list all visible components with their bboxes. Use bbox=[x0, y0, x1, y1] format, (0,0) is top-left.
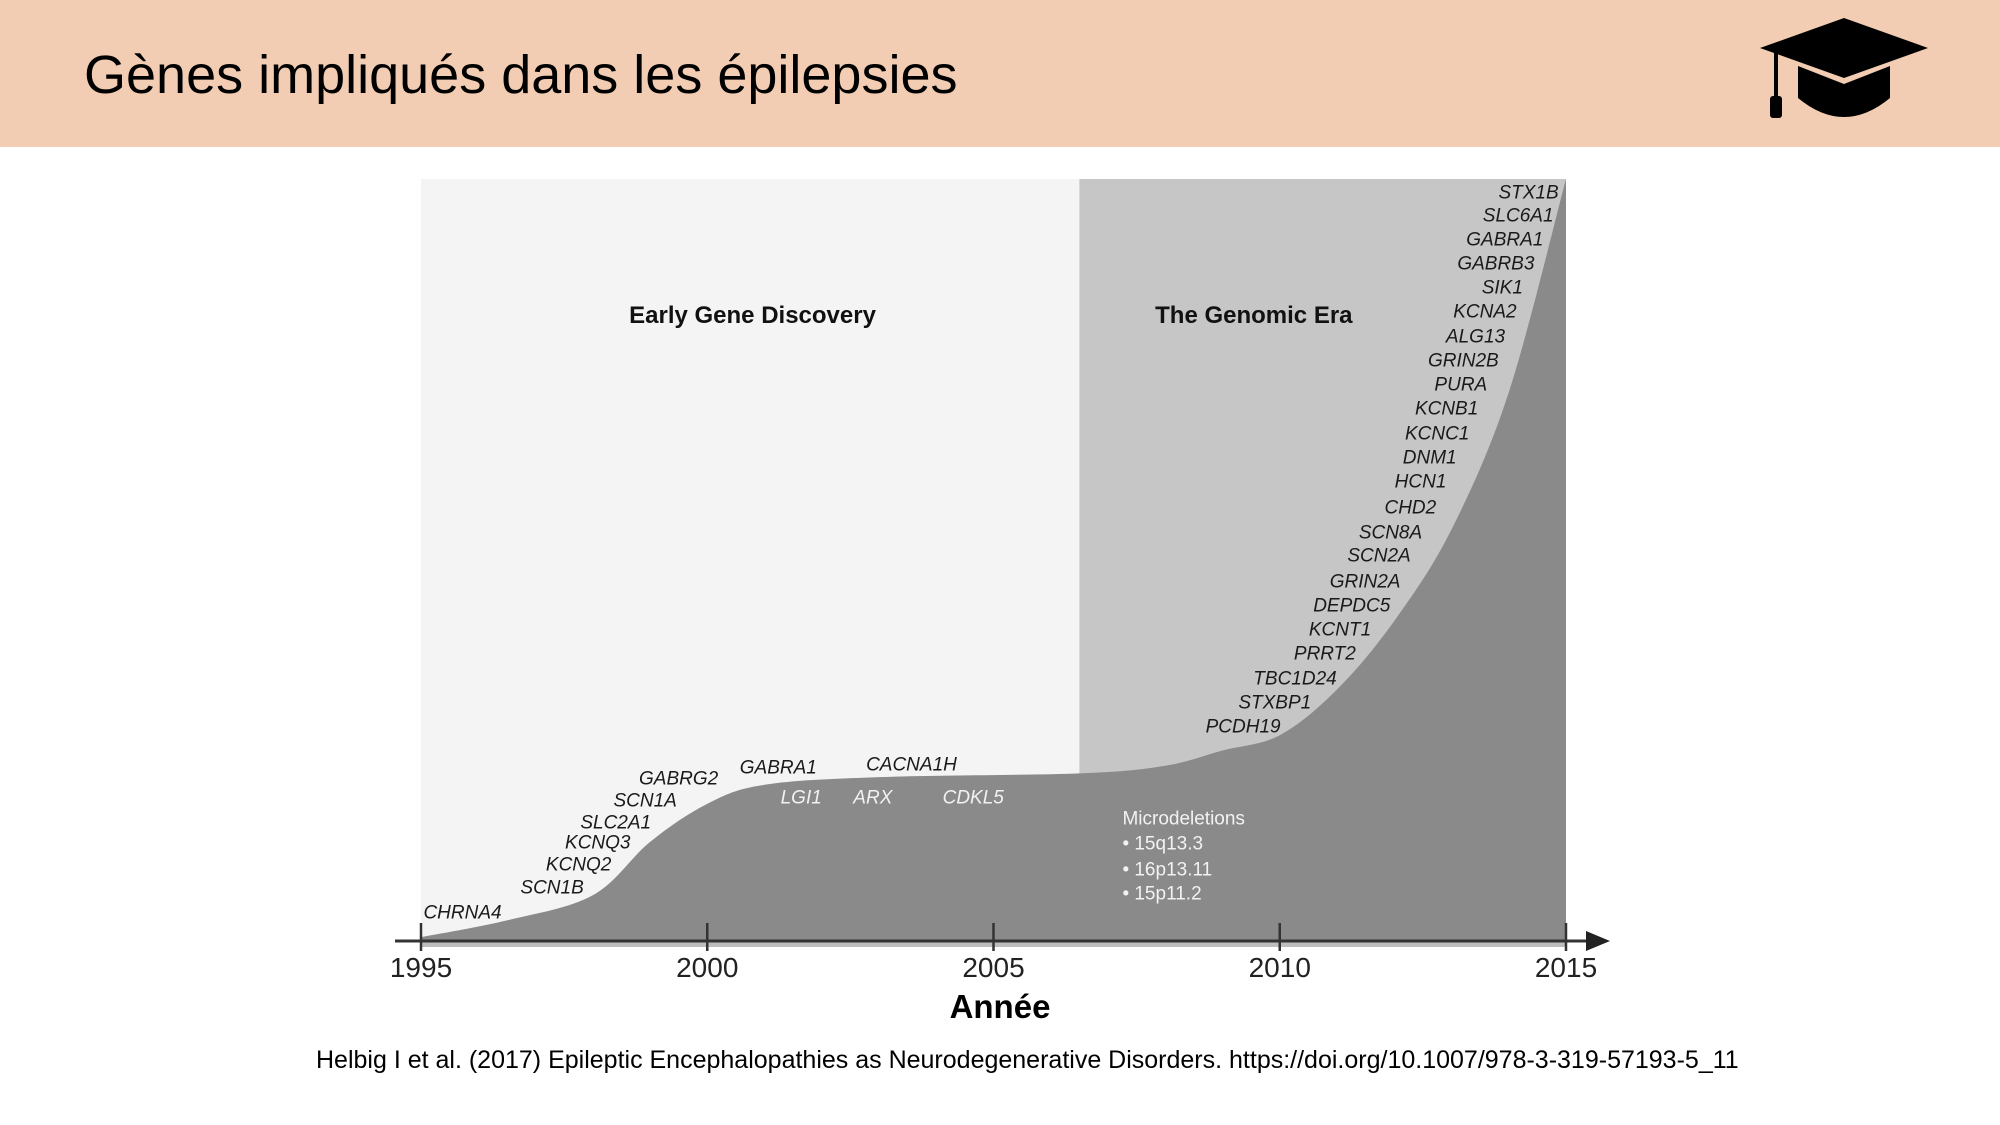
gene-label: CACNA1H bbox=[866, 754, 957, 776]
gene-label: SCN8A bbox=[1358, 522, 1423, 544]
gene-label: KCNQ2 bbox=[545, 854, 612, 876]
gene-label: CHRNA4 bbox=[423, 902, 502, 924]
gene-label: PURA bbox=[1434, 374, 1488, 396]
gene-label: GRIN2B bbox=[1427, 350, 1499, 372]
x-tick-label: 2005 bbox=[962, 952, 1025, 983]
gene-label: KCNQ3 bbox=[565, 832, 631, 854]
gene-label: GABRA1 bbox=[739, 757, 817, 779]
x-tick-label: 1995 bbox=[389, 952, 453, 983]
citation: Helbig I et al. (2017) Epileptic Encepha… bbox=[316, 1046, 1739, 1074]
cumulative-gene-area bbox=[421, 179, 1566, 941]
x-tick-label: 2010 bbox=[1248, 952, 1311, 983]
gene-label: ALG13 bbox=[1445, 326, 1506, 348]
gene-label: ARX bbox=[853, 787, 893, 809]
x-tick-label: 2015 bbox=[1534, 952, 1598, 983]
x-tick-label: 2000 bbox=[676, 952, 739, 983]
gene-label: CHD2 bbox=[1384, 497, 1437, 519]
gene-label: HCN1 bbox=[1394, 471, 1447, 493]
gene-label: PRRT2 bbox=[1293, 643, 1356, 665]
microdeletion-item: • 15p11.2 bbox=[1122, 883, 1202, 905]
gene-label: DEPDC5 bbox=[1313, 595, 1391, 617]
x-axis-arrow bbox=[1586, 931, 1610, 951]
era-title-early: Early Gene Discovery bbox=[629, 302, 876, 330]
gene-label: SLC6A1 bbox=[1482, 205, 1554, 227]
gene-label: TBC1D24 bbox=[1253, 668, 1337, 690]
gene-label: KCNT1 bbox=[1308, 619, 1372, 641]
page-title: Gènes impliqués dans les épilepsies bbox=[84, 45, 958, 105]
x-axis-label: Année bbox=[949, 988, 1051, 1025]
gene-label: STXBP1 bbox=[1238, 692, 1312, 714]
gene-label: SCN1B bbox=[520, 877, 584, 899]
gene-label: GABRG2 bbox=[639, 768, 719, 790]
gene-label: LGI1 bbox=[780, 787, 822, 809]
microdeletions-title: Microdeletions bbox=[1122, 808, 1245, 830]
microdeletion-item: • 16p13.11 bbox=[1122, 859, 1213, 881]
gene-label: SIK1 bbox=[1481, 277, 1523, 299]
gene-label: PCDH19 bbox=[1205, 716, 1281, 738]
gene-label: GRIN2A bbox=[1329, 571, 1401, 593]
gene-label: GABRA1 bbox=[1466, 229, 1544, 251]
header-bar: Gènes impliqués dans les épilepsies bbox=[0, 0, 2000, 147]
gene-label: SCN1A bbox=[613, 790, 677, 812]
gene-label: KCNA2 bbox=[1453, 301, 1517, 323]
gene-label: KCNC1 bbox=[1404, 423, 1470, 445]
gene-label: SLC2A1 bbox=[580, 812, 652, 834]
gene-label: KCNB1 bbox=[1414, 398, 1479, 420]
gene-label: GABRB3 bbox=[1457, 253, 1535, 275]
graduation-cap-icon bbox=[1760, 18, 1928, 118]
microdeletion-item: • 15q13.3 bbox=[1122, 833, 1204, 855]
era-title-genomic: The Genomic Era bbox=[1155, 302, 1353, 330]
gene-label: STX1B bbox=[1498, 182, 1559, 204]
gene-label: DNM1 bbox=[1402, 447, 1457, 469]
gene-label: CDKL5 bbox=[942, 787, 1004, 809]
gene-label: SCN2A bbox=[1347, 545, 1411, 567]
